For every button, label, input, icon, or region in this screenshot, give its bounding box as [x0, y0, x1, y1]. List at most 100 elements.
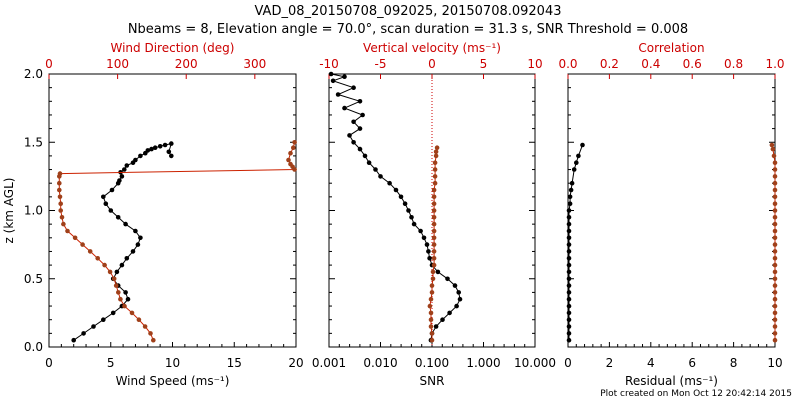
x2-tick-label: -5 [375, 57, 387, 71]
data-point [772, 221, 778, 227]
x2-tick-label: 0.8 [724, 57, 743, 71]
x2-tick-label: 0.0 [558, 57, 577, 71]
data-point [119, 262, 125, 268]
x2-axis-title: Correlation [638, 41, 704, 55]
data-point [103, 201, 109, 206]
series-line-secondary [58, 142, 296, 341]
x-tick-label: 8 [730, 356, 738, 370]
data-point [122, 167, 127, 172]
data-point [342, 105, 347, 111]
data-point [114, 269, 120, 275]
data-point [772, 276, 778, 282]
data-point [431, 221, 437, 227]
series-line-primary [331, 73, 461, 341]
data-point [58, 208, 63, 213]
data-point [129, 310, 135, 316]
data-point [772, 262, 778, 268]
x-tick-label: 2 [606, 356, 614, 370]
data-point [136, 317, 142, 323]
data-point [152, 145, 158, 150]
data-point [81, 331, 86, 336]
data-point [772, 174, 778, 179]
data-point [772, 249, 778, 254]
data-point [566, 215, 572, 220]
x-axis-title: SNR [420, 374, 445, 388]
data-point [133, 228, 138, 234]
data-point [433, 149, 439, 155]
data-point [772, 255, 778, 261]
data-point [772, 324, 778, 329]
figure-header: VAD_08_20150708_092025, 20150708.092043 … [128, 4, 688, 37]
data-point [431, 228, 437, 234]
data-point [580, 142, 585, 148]
data-point [772, 187, 778, 193]
data-point [107, 269, 113, 275]
data-point [772, 331, 778, 336]
y-tick-label: 0.0 [24, 340, 43, 354]
data-point [286, 157, 291, 163]
data-point [87, 249, 93, 254]
data-point [772, 180, 778, 186]
x2-tick-label: 0.6 [683, 57, 702, 71]
data-point [432, 180, 438, 186]
data-point [351, 119, 356, 125]
x2-tick-label: 100 [106, 57, 129, 71]
x-axis-title: Residual (ms⁻¹) [625, 374, 718, 388]
data-point [101, 317, 106, 323]
data-point [135, 242, 141, 247]
data-point [138, 235, 143, 241]
data-point [567, 194, 573, 200]
title-line-2: Nbeams = 8, Elevation angle = 70.0°, sca… [128, 22, 688, 37]
series-line-primary [568, 144, 583, 341]
x2-axis-title: Vertical velocity (ms⁻¹) [363, 41, 501, 55]
data-point [433, 324, 439, 329]
data-point [428, 296, 434, 302]
data-point [426, 249, 431, 254]
x-tick-label: 20 [288, 356, 303, 370]
data-point [576, 153, 581, 159]
data-point [122, 303, 127, 309]
data-point [138, 153, 143, 159]
data-point [61, 221, 66, 227]
data-point [347, 133, 352, 138]
data-point [431, 187, 437, 193]
title-line-1: VAD_08_20150708_092025, 20150708.092043 [255, 4, 562, 19]
data-point [108, 208, 114, 213]
data-point [151, 337, 156, 343]
data-point [569, 180, 575, 186]
data-point [124, 255, 130, 261]
data-point [566, 228, 572, 234]
x2-tick-label: 0 [45, 57, 53, 71]
data-point [566, 208, 572, 213]
data-point [429, 283, 435, 288]
x-tick-label: 0 [564, 356, 572, 370]
data-point [772, 228, 778, 234]
data-point [566, 303, 572, 309]
x2-tick-label: 200 [175, 57, 198, 71]
data-point [431, 201, 437, 206]
data-point [567, 201, 573, 206]
data-point [357, 146, 363, 152]
data-point [568, 187, 574, 193]
data-point [111, 276, 117, 282]
data-point [430, 276, 436, 282]
data-point [427, 255, 432, 261]
data-point [342, 74, 347, 79]
x2-axis-title: Wind Direction (deg) [111, 41, 235, 55]
data-point [772, 317, 778, 323]
data-point [431, 255, 437, 261]
data-point [428, 324, 434, 329]
data-point [123, 290, 128, 295]
x-tick-label: 4 [647, 356, 655, 370]
data-point [409, 215, 414, 220]
data-point [772, 310, 778, 316]
data-point [291, 145, 296, 150]
x-tick-label: 0.001 [312, 356, 346, 370]
plot-frame [48, 73, 297, 348]
data-point [80, 242, 85, 247]
data-point [421, 235, 427, 241]
data-point [328, 71, 334, 77]
data-point [771, 153, 777, 159]
data-point [123, 221, 128, 227]
data-point [566, 296, 572, 302]
